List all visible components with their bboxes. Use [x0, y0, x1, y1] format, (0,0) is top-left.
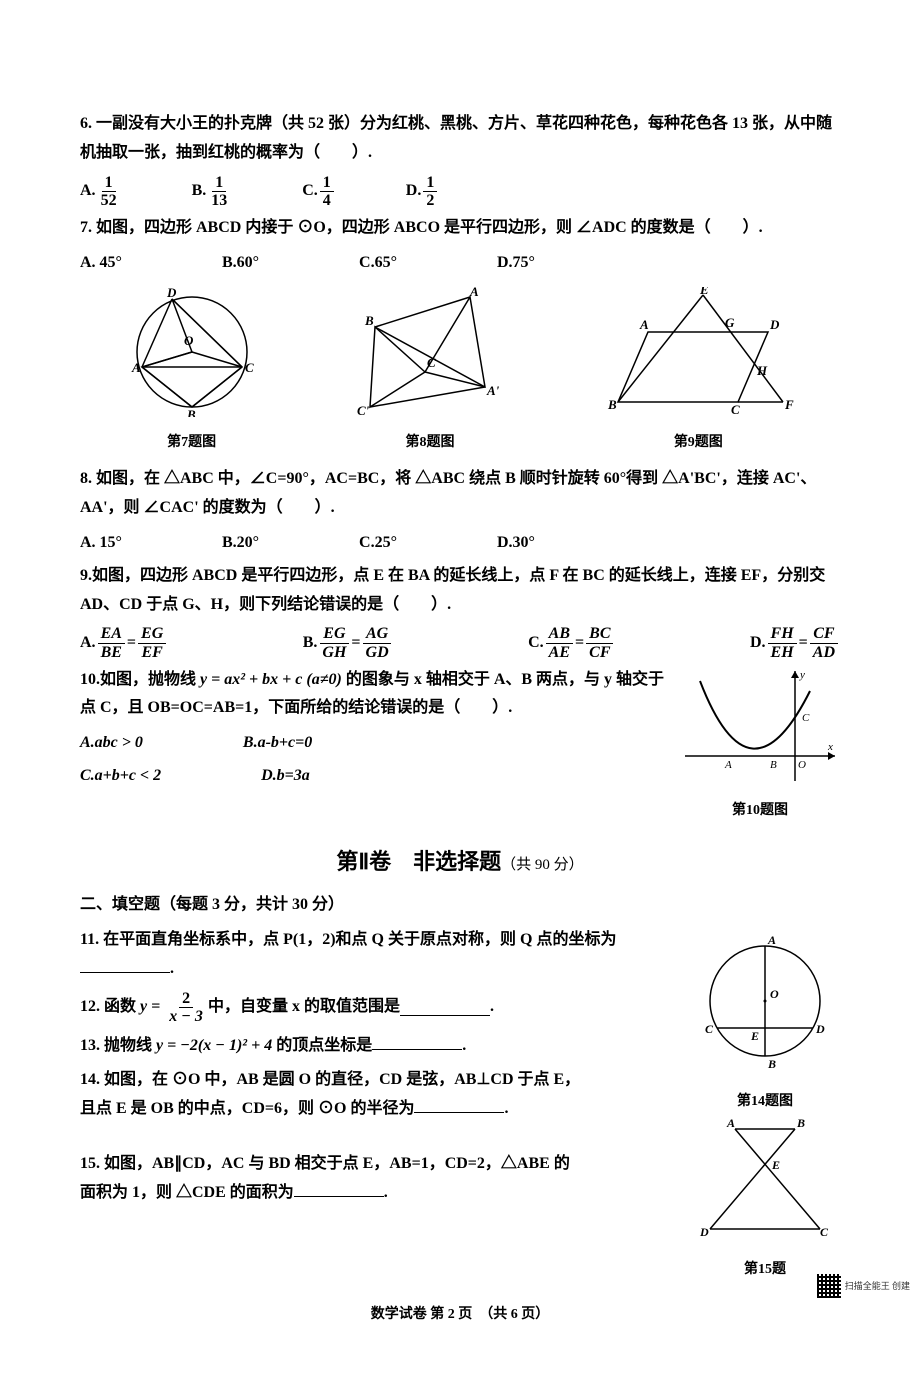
part2-heading: 二、填空题（每题 3 分，共计 30 分）	[80, 891, 840, 920]
q9-options: A. EABE = EGEF B. EGGH = AGGD C. ABAE = …	[80, 625, 840, 661]
fig8: B A C A' C' 第8题图	[345, 287, 515, 455]
svg-text:C: C	[705, 1022, 714, 1036]
svg-text:A: A	[469, 287, 479, 299]
fig14-svg: A B C D E O	[695, 926, 835, 1076]
q8-optC: C.25°	[359, 529, 397, 558]
svg-text:E: E	[699, 287, 709, 297]
svg-text:O: O	[798, 759, 806, 771]
q10-optC: C.a+b+c < 2	[80, 762, 161, 791]
svg-text:B: B	[186, 407, 196, 417]
svg-text:B: B	[364, 313, 374, 328]
svg-text:A': A'	[486, 383, 500, 398]
svg-text:O: O	[770, 987, 779, 1001]
q6-optD: D. 12	[406, 174, 440, 210]
q8-optA: A. 15°	[80, 529, 122, 558]
page-footer: 数学试卷 第 2 页 （共 6 页）	[80, 1302, 840, 1327]
svg-text:O: O	[184, 333, 194, 348]
watermark: 扫描全能王 创建	[817, 1274, 910, 1298]
svg-text:B: B	[770, 759, 777, 771]
q10-optB: B.a-b+c=0	[243, 729, 312, 758]
svg-text:B: B	[767, 1057, 776, 1071]
q6-optB: B. 113	[192, 174, 233, 210]
svg-text:A: A	[639, 317, 649, 332]
svg-text:A: A	[724, 759, 732, 771]
q6-options: A. 152 B. 113 C. 14 D. 12	[80, 174, 840, 210]
q6-optC: C. 14	[302, 174, 336, 210]
svg-text:B: B	[796, 1116, 805, 1130]
svg-text:C: C	[427, 355, 436, 370]
q7-text: 7. 如图，四边形 ABCD 内接于 ⊙O，四边形 ABCO 是平行四边形，则 …	[80, 214, 840, 243]
q7-options: A. 45° B.60° C.65° D.75°	[80, 249, 840, 278]
q8-optB: B.20°	[222, 529, 259, 558]
svg-text:x: x	[827, 741, 833, 753]
q10-text: 10.如图，抛物线 y = ax² + bx + c (a≠0) 的图象与 x …	[80, 666, 670, 724]
svg-text:A: A	[767, 933, 776, 947]
q7-optD: D.75°	[497, 249, 535, 278]
q9-text: 9.如图，四边形 ABCD 是平行四边形，点 E 在 BA 的延长线上，点 F …	[80, 562, 840, 620]
svg-text:C: C	[820, 1225, 829, 1239]
fig7: A B C D O 第7题图	[122, 287, 262, 455]
svg-text:D: D	[699, 1225, 709, 1239]
fig14-15-block: A B C D E O 第14题图 A B D C E 第15题	[690, 926, 840, 1282]
svg-text:D: D	[769, 317, 780, 332]
svg-text:C': C'	[357, 403, 370, 417]
q9-optA: A. EABE = EGEF	[80, 625, 168, 661]
fig15-svg: A B D C E	[695, 1114, 835, 1244]
q12: 12. 函数 y = 2x − 3 中，自变量 x 的取值范围是.	[80, 990, 690, 1026]
q9-optB: B. EGGH = AGGD	[303, 625, 394, 661]
q8-optD: D.30°	[497, 529, 535, 558]
figures-789: A B C D O 第7题图 B A C A' C' 第8题图 A	[80, 287, 840, 455]
svg-text:G: G	[725, 315, 735, 330]
q6-optA: A. 152	[80, 174, 122, 210]
svg-text:A: A	[726, 1116, 735, 1130]
svg-text:H: H	[756, 363, 768, 378]
q6-text: 6. 一副没有大小王的扑克牌（共 52 张）分为红桃、黑桃、方片、草花四种花色，…	[80, 110, 840, 168]
svg-text:C: C	[731, 402, 740, 417]
svg-text:D: D	[166, 287, 177, 300]
svg-text:y: y	[799, 669, 805, 681]
svg-text:D: D	[815, 1022, 825, 1036]
fig9: A D B C E F G H 第9题图	[598, 287, 798, 455]
q7-optC: C.65°	[359, 249, 397, 278]
svg-text:F: F	[784, 397, 794, 412]
svg-text:B: B	[607, 397, 617, 412]
section2-title: 第Ⅱ卷 非选择题（共 90 分）	[80, 842, 840, 882]
fig10: A B O C x y 第10题图	[680, 666, 840, 824]
svg-text:E: E	[771, 1158, 780, 1172]
q9-optC: C. ABAE = BCCF	[528, 625, 615, 661]
q9-optD: D. FHEH = CFAD	[750, 625, 840, 661]
q10-optA: A.abc > 0	[80, 729, 143, 758]
q7-optA: A. 45°	[80, 249, 122, 278]
svg-text:C: C	[802, 712, 810, 724]
svg-text:E: E	[750, 1029, 759, 1043]
q8-text: 8. 如图，在 △ABC 中，∠C=90°，AC=BC，将 △ABC 绕点 B …	[80, 465, 840, 523]
q8-options: A. 15° B.20° C.25° D.30°	[80, 529, 840, 558]
q10-optD: D.b=3a	[261, 762, 310, 791]
svg-text:A: A	[131, 360, 141, 375]
q10-block: 10.如图，抛物线 y = ax² + bx + c (a≠0) 的图象与 x …	[80, 666, 840, 824]
q7-optB: B.60°	[222, 249, 259, 278]
qr-icon	[817, 1274, 841, 1298]
svg-text:C: C	[245, 360, 254, 375]
